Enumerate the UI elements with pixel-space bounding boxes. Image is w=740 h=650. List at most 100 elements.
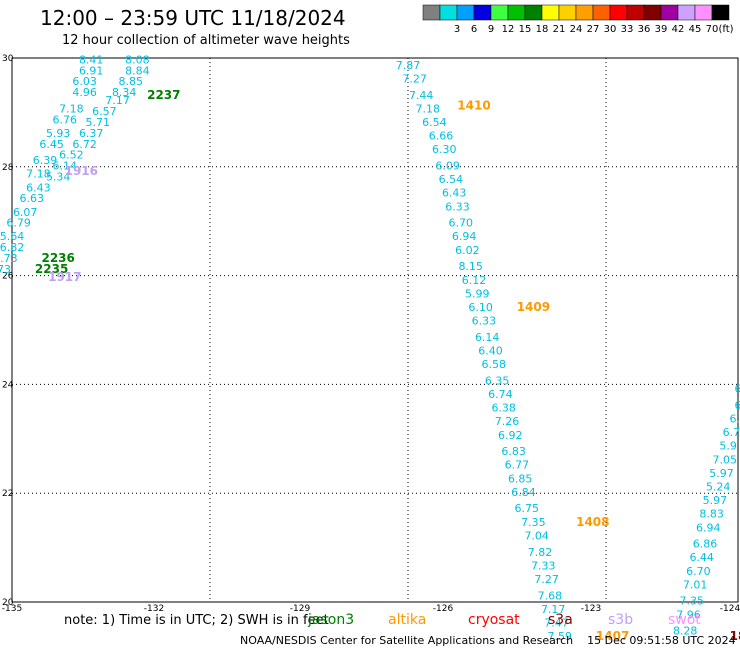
swh-data-point: 6.30	[432, 143, 457, 156]
swh-data-point: 7.27	[534, 573, 559, 586]
swh-data-point: 7.18	[59, 102, 84, 115]
y-tick-label: 20	[2, 598, 14, 608]
pass-time-label: 2236	[41, 251, 74, 265]
x-tick-label: -135	[2, 604, 22, 614]
swh-data-point: 8.41	[79, 53, 104, 66]
swh-data-point: 6.43	[442, 187, 467, 200]
swh-data-point: 6.74	[488, 388, 513, 401]
color-legend: 3 6 9 12 15 18 21 24 27 30 33 36 39 42 45 70 (ft)	[422, 4, 734, 34]
pass-time-label: 1917	[48, 270, 81, 284]
swh-data-point: 6	[735, 383, 740, 396]
swh-data-point: 7.05	[713, 453, 738, 466]
swh-data-point: 5.97	[703, 494, 728, 507]
swh-data-point: 6.94	[696, 521, 721, 534]
swh-data-point: 7.59	[548, 630, 573, 643]
pass-time-label: 1409	[517, 300, 550, 314]
pass-time-label: 2237	[147, 88, 180, 102]
legend-label: 45	[689, 24, 702, 34]
y-tick-label: 24	[2, 380, 14, 390]
swh-data-point: 6.54	[439, 173, 464, 186]
swh-data-point: 7.47	[544, 616, 569, 629]
pass-time-label: 1407	[596, 629, 629, 643]
x-tick-label: -129	[290, 604, 311, 614]
swh-data-point: 5.9	[719, 440, 737, 453]
swh-data-point: 6.83	[501, 445, 526, 458]
pass-time-label: 1916	[65, 164, 98, 178]
swh-data-point: 6.35	[485, 374, 510, 387]
swh-data-point: 7.44	[409, 89, 434, 102]
swh-data-point: 7.82	[528, 546, 553, 559]
x-tick-label: -124	[720, 604, 740, 614]
swh-data-point: 6.14	[53, 160, 78, 173]
swh-data-point: 6.79	[6, 217, 31, 230]
satellite-cryosat: cryosat	[468, 612, 520, 628]
swh-data-point: 6.57	[92, 105, 117, 118]
swh-data-point: 8.85	[119, 75, 144, 88]
x-tick-label: -123	[581, 604, 601, 614]
swh-data-point: 6.70	[686, 565, 711, 578]
swh-data-point: 6.84	[511, 486, 536, 499]
footer-credit: NOAA/NESDIS Center for Satellite Applica…	[240, 634, 740, 647]
swh-data-point: 6.7	[723, 426, 740, 439]
swh-data-point: 7.01	[683, 578, 708, 591]
satellite-altika: altika	[388, 612, 427, 628]
swh-data-point: 5.71	[86, 116, 111, 129]
swh-data-point: 6.09	[435, 160, 460, 173]
swh-data-point: 6.	[729, 412, 740, 425]
swh-data-point: 6.66	[429, 130, 454, 143]
swh-data-point: 7.87	[396, 59, 421, 72]
legend-label: 30	[604, 24, 617, 34]
swh-data-point: 6.33	[445, 200, 470, 213]
swh-data-point: 6.10	[468, 301, 493, 314]
legend-label: 36	[638, 24, 651, 34]
swh-data-point: 6.44	[689, 551, 714, 564]
swh-data-point: 6.85	[508, 472, 533, 485]
y-tick-label: 26	[2, 272, 14, 282]
swh-data-point: 8.15	[458, 260, 483, 273]
y-tick-label: 28	[2, 163, 14, 173]
swh-data-point: 6.38	[491, 402, 516, 415]
swh-data-point: 7.35	[521, 516, 546, 529]
legend-label: 15	[519, 24, 532, 34]
swh-data-point: 6.39	[33, 154, 58, 167]
swh-data-point: 6.58	[482, 358, 507, 371]
swh-data-point: 6.33	[472, 315, 497, 328]
chart-subtitle: 12 hour collection of altimeter wave hei…	[62, 33, 350, 48]
swh-data-point: 7.17	[105, 94, 130, 107]
swh-data-point: 6.45	[39, 138, 64, 151]
x-tick-label: -126	[433, 604, 454, 614]
swh-data-point: 5.99	[465, 287, 490, 300]
swh-data-point: 7.26	[495, 415, 520, 428]
satellite-jason3: jason3	[308, 612, 355, 628]
swh-data-point: 7.18	[416, 102, 441, 115]
swh-data-point: 7.04	[524, 529, 549, 542]
swh-data-point: 8.34	[112, 86, 137, 99]
swh-data-point: 6.54	[422, 116, 447, 129]
swh-data-point: 6	[735, 399, 740, 412]
swh-data-point: 7.35	[680, 595, 705, 608]
swh-data-point: 6.77	[505, 459, 530, 472]
legend-label: 3	[454, 24, 460, 34]
swh-data-point: 5.34	[46, 170, 71, 183]
y-tick-label: 30	[2, 54, 14, 64]
legend-label: 12	[502, 24, 515, 34]
swh-data-point: 5.97	[709, 467, 734, 480]
swh-data-point: 5.24	[706, 480, 731, 493]
legend-label: 24	[570, 24, 583, 34]
chart-title: 12:00 – 23:59 UTC 11/18/2024	[40, 6, 346, 30]
pass-time-label: 1408	[576, 515, 609, 529]
legend-label: 21	[553, 24, 566, 34]
swh-data-point: 6.63	[20, 192, 45, 205]
pass-time-label: 18	[730, 629, 740, 643]
swh-data-point: 6.70	[449, 217, 474, 230]
swh-data-point: 6.75	[515, 502, 540, 515]
swh-data-point: 7.68	[538, 589, 563, 602]
swh-data-point: 8.08	[125, 53, 150, 66]
legend-label: 39	[655, 24, 668, 34]
swh-data-point: 6.92	[498, 429, 523, 442]
pass-time-label: 1410	[457, 99, 490, 113]
legend-swatch	[711, 4, 730, 21]
legend-label: 18	[536, 24, 549, 34]
swh-data-point: 6.86	[693, 538, 718, 551]
